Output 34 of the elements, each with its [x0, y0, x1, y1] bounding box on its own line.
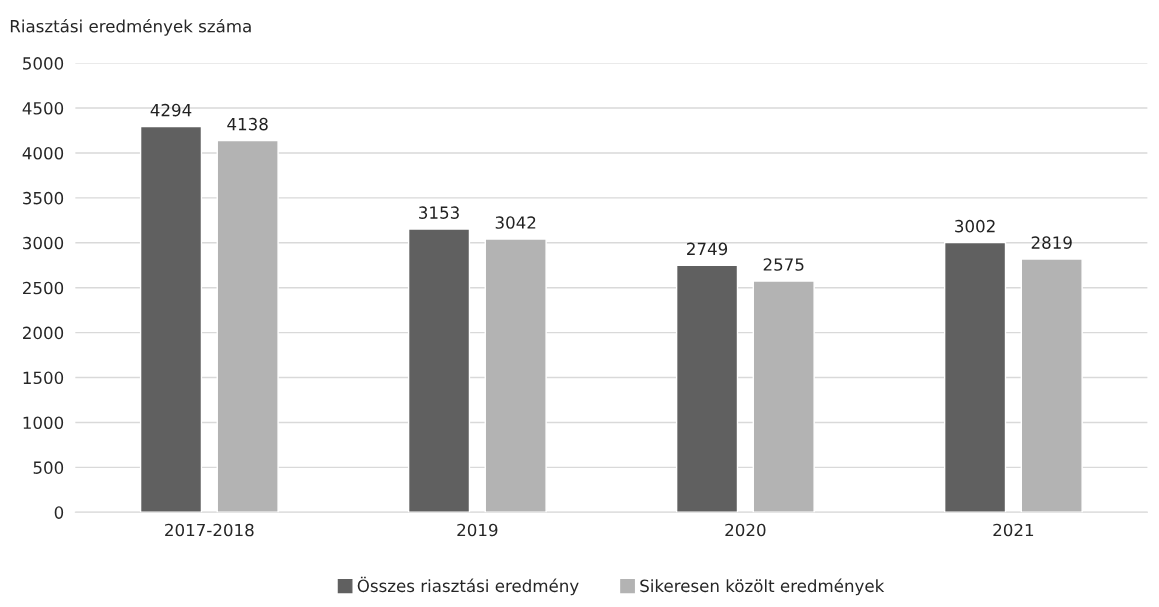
- x-tick-label: 2017-2018: [165, 523, 254, 537]
- data-label: 3042: [495, 216, 536, 229]
- data-label: 4294: [150, 103, 192, 117]
- data-label: 4138: [227, 117, 268, 131]
- legend-label: Sikeresen közölt eredmények: [640, 578, 885, 596]
- data-label: 3153: [419, 206, 459, 219]
- y-tick-label: 1000: [23, 416, 64, 430]
- y-tick-label: 4000: [22, 146, 64, 160]
- y-tick-label: 2500: [23, 281, 64, 295]
- y-tick-label: 3000: [23, 236, 64, 250]
- y-tick-label: 3500: [23, 191, 64, 205]
- x-tick-label: 2019: [457, 523, 498, 537]
- legend-label: Összes riasztási eredmény: [357, 576, 579, 596]
- y-tick-label: 4500: [22, 102, 64, 115]
- x-tick-label: 2020: [725, 523, 766, 537]
- y-tick-label: 5000: [23, 57, 64, 70]
- bar: [943, 241, 1007, 513]
- y-tick-label: 1500: [23, 371, 64, 385]
- y-tick-label: 2000: [23, 326, 64, 340]
- data-label: 2819: [1031, 236, 1072, 249]
- bar: [139, 125, 203, 513]
- y-tick-label: 0: [54, 506, 64, 519]
- y-tick-label: 500: [33, 461, 64, 474]
- bar: [675, 264, 739, 513]
- data-label: 3002: [955, 219, 995, 233]
- y-axis-title: Riasztási eredmények száma: [10, 18, 251, 36]
- bar: [752, 280, 815, 513]
- bar: [1020, 258, 1083, 513]
- bar: [484, 238, 547, 513]
- bar: [216, 139, 279, 513]
- data-label: 2749: [687, 242, 728, 256]
- bar: [407, 228, 471, 513]
- data-label: 2575: [763, 258, 804, 271]
- x-tick-label: 2021: [993, 523, 1034, 537]
